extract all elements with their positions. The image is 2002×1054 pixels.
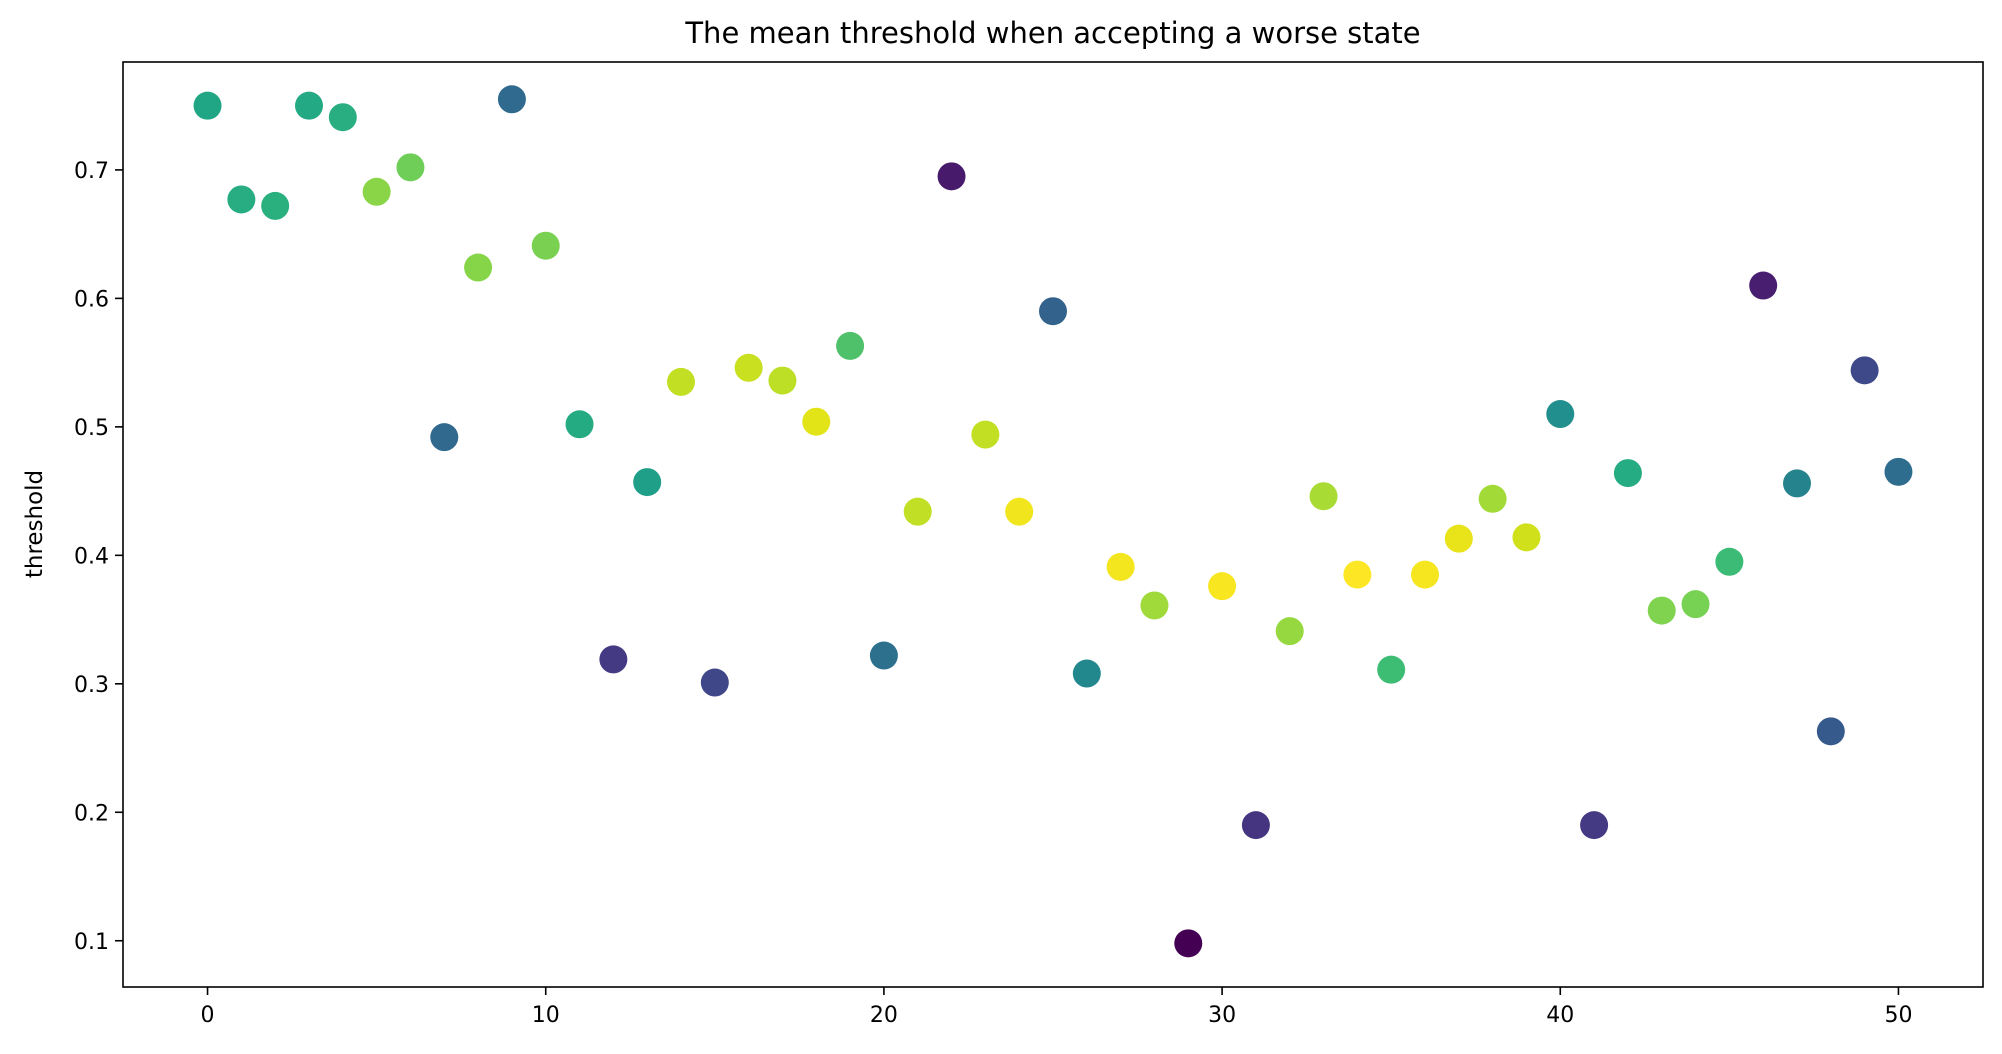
data-point	[1377, 655, 1406, 684]
plot-frame	[122, 61, 1984, 988]
data-point	[1850, 356, 1879, 385]
data-point	[1140, 591, 1169, 620]
data-point	[1039, 297, 1067, 326]
x-tick-label: 0	[201, 1003, 215, 1028]
data-point	[667, 367, 695, 396]
data-point	[869, 641, 898, 670]
data-point	[1749, 271, 1778, 300]
data-point	[1884, 457, 1913, 486]
data-point	[1208, 572, 1237, 601]
y-tick-label: 0.4	[74, 544, 109, 569]
data-points	[193, 85, 1913, 958]
x-tick-label: 40	[1546, 1003, 1574, 1028]
data-point	[937, 162, 966, 191]
data-point	[599, 645, 628, 674]
data-point	[903, 497, 932, 526]
data-point	[193, 91, 222, 120]
data-point	[227, 185, 256, 214]
data-point	[430, 423, 459, 452]
x-axis: 0 10 20 30 40 50	[201, 987, 1912, 1028]
data-point	[328, 103, 357, 132]
data-point	[396, 153, 425, 182]
y-tick-label: 0.2	[74, 801, 109, 826]
chart-title: The mean threshold when accepting a wors…	[684, 16, 1420, 50]
data-point	[261, 191, 290, 220]
data-point	[700, 668, 729, 697]
data-point	[565, 410, 594, 439]
y-tick-label: 0.3	[74, 673, 109, 698]
data-point	[1343, 560, 1372, 589]
x-tick-label: 10	[532, 1003, 560, 1028]
data-point	[497, 85, 526, 114]
data-point	[1546, 400, 1575, 429]
data-point	[1444, 524, 1473, 553]
data-point	[836, 331, 865, 360]
data-point	[802, 407, 831, 436]
data-point	[768, 366, 797, 395]
data-point	[1647, 596, 1676, 625]
data-point	[1512, 523, 1541, 552]
data-point	[1106, 552, 1135, 581]
data-point	[295, 91, 323, 120]
x-tick-label: 20	[870, 1003, 898, 1028]
x-tick-label: 30	[1208, 1003, 1236, 1028]
data-point	[1816, 717, 1845, 746]
data-point	[633, 468, 662, 497]
data-point	[971, 420, 1000, 449]
y-axis: 0.1 0.2 0.3 0.4 0.5 0.6 0.7	[74, 159, 123, 955]
data-point	[1478, 484, 1507, 513]
data-point	[1309, 482, 1338, 511]
data-point	[1580, 811, 1609, 840]
data-point	[1072, 659, 1101, 688]
x-tick-label: 50	[1884, 1003, 1912, 1028]
data-point	[1715, 547, 1744, 576]
data-point	[1005, 497, 1034, 526]
data-point	[1275, 617, 1304, 646]
data-point	[1783, 469, 1811, 498]
data-point	[1613, 459, 1642, 488]
y-tick-label: 0.7	[74, 159, 109, 184]
data-point	[531, 231, 560, 260]
y-axis-label: threshold	[22, 470, 48, 578]
y-tick-label: 0.1	[74, 930, 109, 955]
data-point	[1681, 590, 1710, 619]
data-point	[1174, 929, 1203, 958]
y-tick-label: 0.6	[74, 287, 109, 312]
data-point	[464, 253, 493, 282]
data-point	[362, 177, 391, 206]
data-point	[1241, 811, 1270, 840]
data-point	[734, 353, 763, 382]
data-point	[1411, 560, 1439, 589]
y-tick-label: 0.5	[74, 416, 109, 441]
